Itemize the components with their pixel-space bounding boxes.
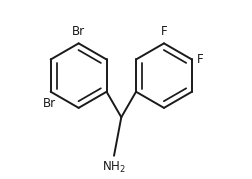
Text: Br: Br [43,97,56,110]
Text: Br: Br [72,25,85,38]
Text: F: F [160,25,167,38]
Text: F: F [196,53,203,66]
Text: NH$_2$: NH$_2$ [102,160,125,175]
